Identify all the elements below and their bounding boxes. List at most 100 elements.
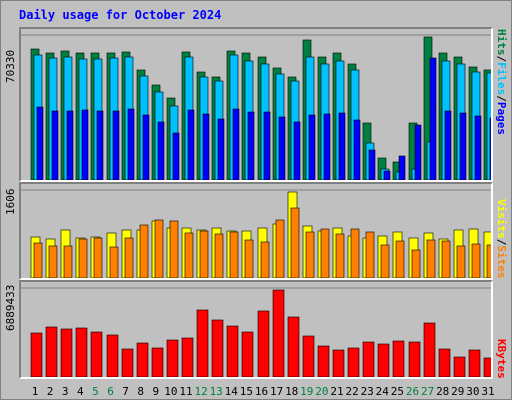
pages-bar-15 [247, 111, 255, 180]
pages-bar-16 [263, 111, 271, 180]
kbytes-bar-27 [423, 322, 436, 377]
pages-bar-31 [489, 117, 491, 180]
sites-bar-25 [395, 240, 405, 278]
kbytes-bar-26 [408, 341, 421, 377]
pages-bar-23 [368, 149, 376, 180]
kbytes-panel [19, 280, 493, 379]
sites-bar-31 [486, 244, 491, 278]
x-tick-label-6: 6 [107, 385, 114, 398]
pages-bar-28 [444, 110, 452, 180]
files-bar-31 [486, 72, 491, 180]
pages-bar-19 [308, 114, 316, 180]
sites-visits-plot [21, 189, 491, 278]
x-tick-label-8: 8 [137, 385, 144, 398]
sites-bar-7 [124, 237, 134, 278]
sites-bar-11 [184, 232, 194, 278]
kbytes-bar-31 [483, 357, 491, 377]
x-tick-label-30: 30 [466, 385, 479, 398]
sites-bar-27 [426, 239, 436, 278]
legend-hits: Hits [495, 29, 508, 56]
pages-bar-2 [51, 110, 59, 180]
sites-bar-5 [93, 237, 103, 278]
kbytes-bar-7 [121, 348, 134, 377]
kbytes-bar-10 [166, 339, 179, 377]
sites-bar-2 [48, 245, 58, 278]
kbytes-bar-20 [317, 345, 330, 377]
pages-bar-13 [217, 118, 225, 180]
sites-bar-3 [63, 245, 73, 278]
pages-bar-20 [323, 113, 331, 180]
x-tick-label-14: 14 [225, 385, 239, 398]
x-tick-label-26: 26 [406, 385, 419, 398]
legend-hits-files-pages: Hits/Files/Pages [495, 29, 508, 135]
kbytes-bar-16 [257, 310, 270, 377]
sites-bar-20 [320, 228, 330, 278]
pages-bar-5 [96, 110, 104, 180]
kbytes-bar-12 [196, 309, 209, 377]
kbytes-bar-23 [362, 341, 375, 377]
chart-title: Daily usage for October 2024 [19, 8, 222, 22]
y-max-label-kbytes: 6889433 [4, 284, 17, 331]
pages-bar-10 [172, 132, 180, 180]
y-max-label-hits: 70330 [4, 49, 17, 83]
x-tick-label-10: 10 [164, 385, 177, 398]
pages-bar-27 [429, 57, 437, 180]
x-tick-label-25: 25 [391, 385, 404, 398]
pages-bar-22 [353, 119, 361, 180]
legend-separator: / [495, 95, 508, 102]
sites-bar-21 [335, 233, 345, 278]
x-tick-label-21: 21 [330, 385, 343, 398]
hits-files-pages-panel [19, 27, 493, 182]
sites-bar-1 [33, 242, 43, 278]
sites-bar-28 [441, 240, 451, 278]
legend-kbytes: KBytes [495, 339, 508, 379]
legend-pages: Pages [495, 101, 508, 135]
pages-bar-3 [66, 110, 74, 180]
pages-bar-4 [81, 109, 89, 180]
kbytes-bar-4 [75, 327, 88, 377]
kbytes-plot [21, 287, 491, 377]
pages-bar-14 [232, 108, 240, 180]
x-tick-label-12: 12 [194, 385, 207, 398]
x-tick-label-15: 15 [240, 385, 253, 398]
pages-bar-25 [398, 155, 406, 180]
sites-bar-12 [199, 230, 209, 278]
x-tick-label-31: 31 [481, 385, 494, 398]
sites-bar-26 [411, 249, 421, 278]
kbytes-bar-28 [438, 348, 451, 377]
pages-bar-21 [338, 112, 346, 180]
y-max-label-visits: 1606 [4, 188, 17, 216]
sites-bar-16 [260, 241, 270, 278]
kbytes-bar-22 [347, 347, 360, 377]
pages-bar-11 [187, 109, 195, 180]
sites-bar-6 [109, 246, 119, 278]
kbytes-bar-18 [287, 316, 300, 377]
kbytes-bar-21 [332, 349, 345, 377]
sites-bar-4 [78, 238, 88, 278]
x-tick-label-3: 3 [62, 385, 69, 398]
pages-bar-8 [142, 114, 150, 180]
sites-bar-23 [365, 231, 375, 278]
kbytes-bar-24 [377, 343, 390, 377]
x-axis: 1 2 3 4 5 6 7 8 9 10 11 12 13 14 15 16 17 18 19 20 21 22 23 24 2… [32, 385, 495, 398]
legend-kbytes-label: KBytes [495, 339, 508, 379]
pages-bar-7 [127, 108, 135, 180]
pages-bar-12 [202, 113, 210, 180]
x-tick-label-17: 17 [270, 385, 283, 398]
kbytes-bar-29 [453, 356, 466, 377]
kbytes-bar-9 [151, 347, 164, 377]
legend-sites-visits: Visits/Sites [495, 199, 508, 279]
legend-sites: Sites [495, 245, 508, 279]
x-tick-label-11: 11 [179, 385, 192, 398]
sites-bar-30 [471, 243, 481, 278]
kbytes-bar-8 [136, 342, 149, 377]
pages-bar-29 [459, 112, 467, 180]
kbytes-bar-5 [90, 331, 103, 377]
x-tick-label-5: 5 [92, 385, 99, 398]
hits-files-pages-plot [21, 34, 491, 180]
sites-bar-18 [290, 207, 300, 278]
kbytes-bar-11 [181, 337, 194, 377]
pages-bar-9 [157, 121, 165, 180]
sites-bar-10 [169, 220, 179, 278]
x-tick-label-18: 18 [285, 385, 298, 398]
